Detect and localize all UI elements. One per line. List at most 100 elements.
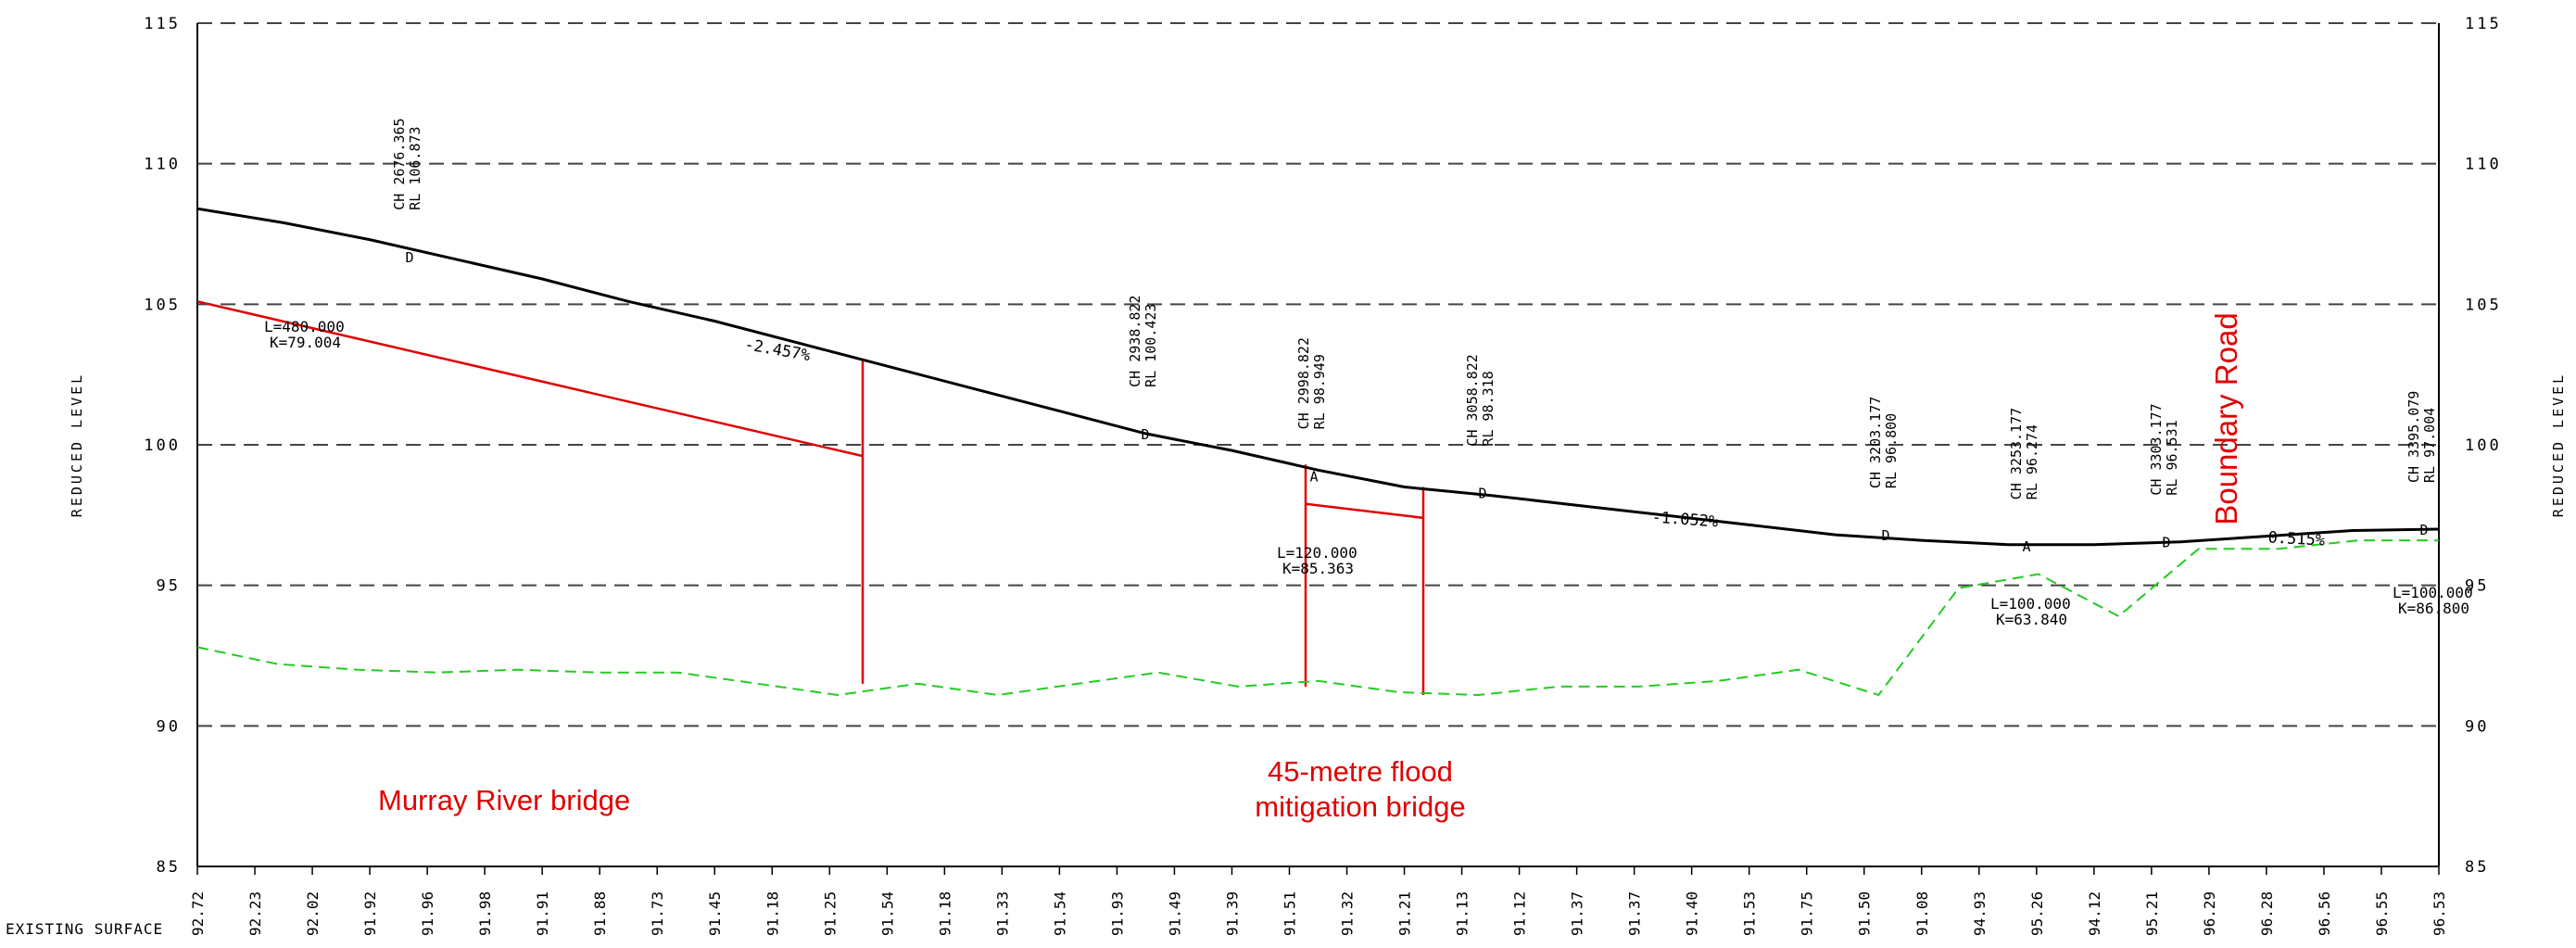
existing-surface-line <box>196 539 2439 697</box>
control-point-marker-3: D <box>1478 486 1486 502</box>
annotation-murray-river-bridge: Murray River bridge <box>378 784 630 816</box>
existing-surface-label-20: 91.32 <box>1339 891 1357 936</box>
y-tick-right-105: 105 <box>2465 296 2502 314</box>
flood-bridge-soffit-line <box>1305 502 1424 520</box>
control-point-marker-5: A <box>2022 538 2030 555</box>
existing-surface-label-7: 91.88 <box>591 891 609 936</box>
control-point-ch-3: CH 3058.822 <box>1464 354 1481 446</box>
annotation-boundary-road: Boundary Road <box>2209 312 2243 525</box>
existing-surface-label-32: 95.26 <box>2028 891 2046 936</box>
structures <box>196 300 1425 695</box>
control-point-rl-3: RL 98.318 <box>1480 371 1496 446</box>
existing-surface-label-6: 91.91 <box>534 891 551 936</box>
y-tick-left-85: 85 <box>157 858 181 877</box>
existing-surface-label-26: 91.40 <box>1684 891 1701 936</box>
y-tick-left-100: 100 <box>144 436 181 455</box>
y-tick-right-115: 115 <box>2465 15 2502 33</box>
y-tick-left-90: 90 <box>157 717 181 736</box>
existing-surface-label-12: 91.54 <box>878 891 896 936</box>
existing-surface-axis-title: EXISTING SURFACE <box>6 920 163 938</box>
murray-bridge-soffit-line <box>196 300 864 458</box>
existing-surface-label-14: 91.33 <box>993 891 1011 936</box>
y-axis-label-right: REDUCED LEVEL <box>2550 373 2567 517</box>
existing-surface-label-16: 91.93 <box>1108 891 1126 936</box>
existing-surface-label-35: 96.29 <box>2201 891 2218 936</box>
control-point-ch-1: CH 2938.822 <box>1127 296 1143 387</box>
control-point-marker-1: D <box>1141 426 1149 443</box>
curve-k-value-2: K=63.840 <box>1996 611 2067 628</box>
existing-surface-label-5: 91.98 <box>476 891 494 936</box>
existing-surface-label-0: 92.72 <box>189 891 207 936</box>
annotation-flood-bridge-line2: mitigation bridge <box>1255 790 1465 823</box>
grade-label-2: 0.515% <box>2267 528 2325 550</box>
control-point-markers: D D A D D A D D <box>405 249 2428 555</box>
control-point-marker-6: D <box>2162 535 2170 551</box>
curve-k-value-1: K=85.363 <box>1282 560 1354 577</box>
existing-surface-label-31: 94.93 <box>1971 891 1989 936</box>
existing-surface-label-13: 91.18 <box>936 891 953 936</box>
curve-length-1: L=120.000 <box>1277 544 1357 562</box>
control-point-labels: CH 2676.365 RL 106.873 CH 2938.822 RL 100.4… <box>391 118 2438 499</box>
existing-surface-label-3: 91.92 <box>361 891 379 936</box>
grid-lines <box>197 22 2439 727</box>
y-tick-right-100: 100 <box>2465 436 2502 455</box>
control-point-marker-0: D <box>405 249 413 266</box>
existing-surface-label-29: 91.50 <box>1856 891 1874 936</box>
existing-surface-label-8: 91.73 <box>649 891 666 936</box>
grade-label-0: -2.457% <box>743 335 812 365</box>
y-tick-right-90: 90 <box>2465 717 2489 736</box>
curve-length-2: L=100.000 <box>1990 595 2071 613</box>
y-tick-right-110: 110 <box>2465 156 2502 174</box>
control-point-rl-6: RL 96.531 <box>2164 420 2180 495</box>
existing-surface-label-10: 91.18 <box>764 891 781 936</box>
existing-surface-label-37: 96.56 <box>2316 891 2333 936</box>
existing-surface-label-11: 91.25 <box>821 891 839 936</box>
grade-label-1: -1.052% <box>1651 509 1719 532</box>
control-point-rl-4: RL 96.800 <box>1883 413 1900 488</box>
grade-labels: -2.457% -1.052% 0.515% <box>743 335 2326 550</box>
existing-surface-label-4: 91.96 <box>419 891 436 936</box>
y-tick-left-105: 105 <box>144 296 181 314</box>
existing-surface-label-27: 91.53 <box>1741 891 1759 936</box>
annotation-flood-bridge-line1: 45-metre flood <box>1268 755 1453 788</box>
control-point-ch-0: CH 2676.365 <box>391 118 408 209</box>
curve-k-value-0: K=79.004 <box>270 334 341 351</box>
existing-surface-label-24: 91.37 <box>1569 891 1586 936</box>
y-tick-left-95: 95 <box>157 577 181 596</box>
existing-surface-label-15: 91.54 <box>1051 891 1068 936</box>
existing-surface-label-28: 91.75 <box>1799 891 1816 936</box>
existing-surface-label-38: 96.55 <box>2373 891 2391 936</box>
curve-k-value-3: K=86.800 <box>2398 600 2469 617</box>
existing-surface-label-18: 91.39 <box>1223 891 1241 936</box>
existing-surface-label-25: 91.37 <box>1626 891 1644 936</box>
control-point-rl-0: RL 106.873 <box>407 126 423 209</box>
control-point-rl-7: RL 97.004 <box>2421 408 2438 483</box>
control-point-ch-6: CH 3303.177 <box>2148 403 2165 495</box>
control-point-marker-4: D <box>1881 527 1889 544</box>
control-point-rl-2: RL 98.949 <box>1311 354 1328 429</box>
y-tick-left-115: 115 <box>144 15 181 33</box>
control-point-marker-2: A <box>1309 468 1318 485</box>
y-tick-right-85: 85 <box>2465 858 2489 877</box>
y-tick-left-110: 110 <box>144 156 181 174</box>
existing-surface-label-9: 91.45 <box>706 891 724 936</box>
design-profile-line <box>196 207 2440 547</box>
existing-surface-label-36: 96.28 <box>2258 891 2276 936</box>
existing-surface-label-1: 92.23 <box>246 891 264 936</box>
curve-length-0: L=480.000 <box>264 318 345 335</box>
existing-surface-label-21: 91.21 <box>1396 891 1414 936</box>
chart-frame <box>196 23 2440 875</box>
existing-surface-label-22: 91.13 <box>1454 891 1471 936</box>
control-point-ch-7: CH 3395.079 <box>2406 391 2422 483</box>
y-tick-labels: 85 85 90 90 95 95 100 100 105 105 110 110 115 115 <box>144 15 2502 877</box>
existing-surface-label-30: 91.08 <box>1913 891 1931 936</box>
existing-surface-label-23: 91.12 <box>1511 891 1529 936</box>
control-point-ch-5: CH 3253.177 <box>2008 408 2025 499</box>
y-tick-right-95: 95 <box>2465 577 2489 596</box>
existing-surface-label-17: 91.49 <box>1166 891 1183 936</box>
existing-surface-label-19: 91.51 <box>1281 891 1298 936</box>
curve-length-3: L=100.000 <box>2393 584 2473 601</box>
control-point-ch-4: CH 3203.177 <box>1867 397 1884 488</box>
